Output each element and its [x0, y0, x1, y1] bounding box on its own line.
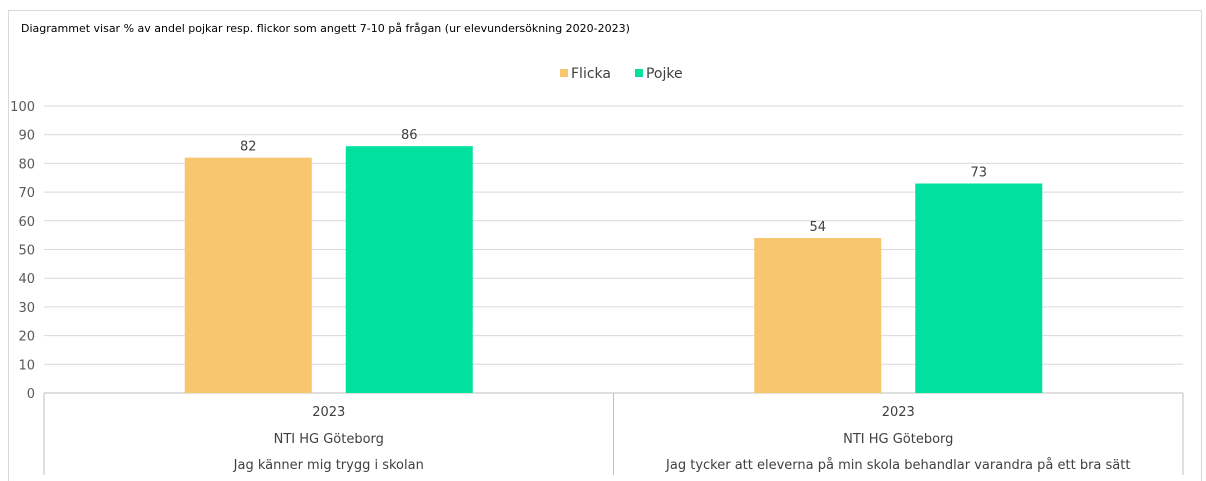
- legend-label-flicka: Flicka: [571, 66, 611, 82]
- y-tick-label: 50: [18, 244, 35, 259]
- y-tick-label: 80: [18, 157, 35, 172]
- category-school-label: NTI HG Göteborg: [274, 432, 384, 447]
- category-question-label: Jag tycker att eleverna på min skola beh…: [665, 458, 1130, 473]
- y-tick-label: 0: [27, 387, 35, 402]
- legend-swatch-pojke: [634, 69, 643, 77]
- legend: Flicka Pojke: [560, 66, 683, 82]
- bar-flicka-1: [184, 157, 312, 393]
- chart-frame: [8, 10, 1202, 481]
- category-question-label: Jag känner mig trygg i skolan: [233, 458, 424, 473]
- legend-label-pojke: Pojke: [646, 66, 683, 82]
- y-tick-label: 40: [18, 272, 35, 287]
- data-label: 82: [240, 140, 257, 155]
- chart-title: Diagrammet visar % av andel pojkar resp.…: [21, 22, 630, 35]
- data-label: 73: [970, 165, 987, 180]
- category-year-label: 2023: [882, 405, 915, 420]
- y-tick-label: 10: [18, 358, 35, 373]
- category-year-label: 2023: [312, 405, 345, 420]
- y-tick-label: 70: [18, 186, 35, 201]
- bar-flicka-2: [754, 238, 882, 393]
- y-axis: 0 10 20 30 40 50 60 70 80 90 100: [10, 100, 35, 402]
- y-tick-label: 60: [18, 215, 35, 230]
- bar-pojke-2: [915, 183, 1043, 393]
- y-tick-label: 100: [10, 100, 35, 115]
- x-axis: 2023 NTI HG Göteborg Jag känner mig trygg …: [43, 393, 1184, 475]
- y-tick-label: 90: [18, 129, 35, 144]
- bars: [184, 146, 1043, 393]
- data-labels: 82 86 54 73: [240, 128, 987, 235]
- y-tick-label: 20: [18, 330, 35, 345]
- category-school-label: NTI HG Göteborg: [843, 432, 953, 447]
- data-label: 86: [401, 128, 418, 143]
- data-label: 54: [809, 220, 826, 235]
- bar-pojke-1: [345, 146, 473, 393]
- legend-swatch-flicka: [560, 69, 568, 77]
- y-tick-label: 30: [18, 301, 35, 316]
